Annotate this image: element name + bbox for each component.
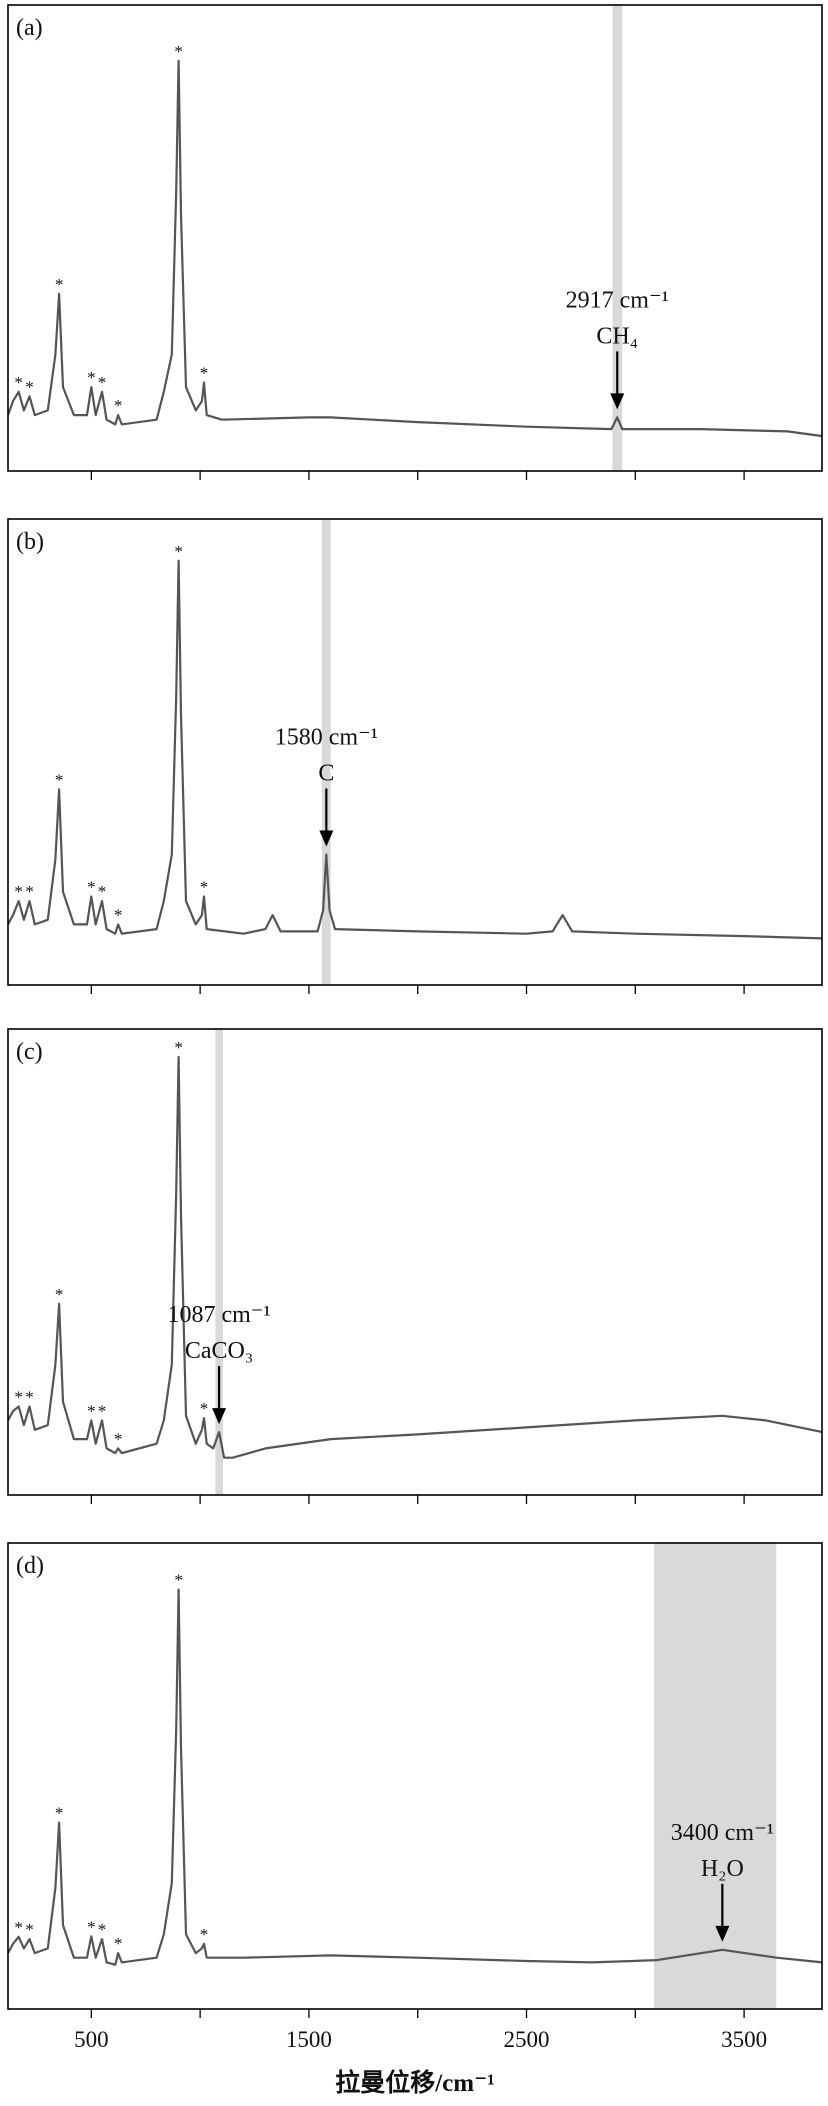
x-axis-label: 拉曼位移/cm⁻¹ <box>335 2068 495 2097</box>
peak-marker: * <box>14 1918 23 1937</box>
panel-label: (c) <box>16 1039 43 1065</box>
panel-label: (b) <box>16 529 44 555</box>
spectrum-line <box>7 1055 823 1459</box>
panel-frame <box>7 518 823 986</box>
highlight-band <box>612 5 623 471</box>
peak-marker: * <box>98 1401 107 1420</box>
peak-marker: * <box>14 882 23 901</box>
arrow-head <box>212 1408 227 1425</box>
peak-marker: * <box>200 1399 209 1418</box>
peak-marker: * <box>87 1401 96 1420</box>
spectrum-line <box>7 1588 823 1966</box>
peak-marker: * <box>174 42 183 61</box>
highlight-band <box>321 519 331 985</box>
peak-marker: * <box>114 1934 123 1953</box>
peak-marker: * <box>200 363 209 382</box>
annotation-wavenumber: 2917 cm⁻¹ <box>566 287 669 313</box>
peak-marker: * <box>14 373 23 392</box>
peak-marker: * <box>174 1571 183 1590</box>
annotation-wavenumber: 1580 cm⁻¹ <box>275 725 378 751</box>
peak-marker: * <box>114 396 123 415</box>
peak-marker: * <box>55 1285 64 1304</box>
panel-frame <box>7 1028 823 1496</box>
peak-marker: * <box>87 1917 96 1936</box>
annotation-wavenumber: 1087 cm⁻¹ <box>167 1302 270 1328</box>
panel-frame <box>7 4 823 472</box>
peak-marker: * <box>98 1920 107 1939</box>
annotation-species: C <box>318 761 334 787</box>
peak-marker: * <box>25 377 34 396</box>
annotation-wavenumber: 3400 cm⁻¹ <box>671 1820 774 1846</box>
peak-marker: * <box>200 877 209 896</box>
peak-marker: * <box>55 1804 64 1823</box>
peak-marker: * <box>25 882 34 901</box>
x-tick-label: 500 <box>74 2027 109 2052</box>
annotation-species: CaCO₃ <box>185 1338 253 1364</box>
x-tick-label: 3500 <box>721 2027 767 2052</box>
peak-marker: * <box>14 1387 23 1406</box>
highlight-band <box>654 1543 777 2009</box>
peak-marker: * <box>114 905 123 924</box>
panel-label: (d) <box>16 1553 44 1579</box>
arrow-head <box>319 830 334 847</box>
peak-marker: * <box>174 542 183 561</box>
panel-frame <box>7 1542 823 2010</box>
highlight-band <box>215 1029 223 1495</box>
arrow-head <box>715 1925 730 1942</box>
peak-marker: * <box>87 368 96 387</box>
peak-marker: * <box>55 770 64 789</box>
peak-marker: * <box>87 877 96 896</box>
spectrum-line <box>7 559 823 940</box>
peak-marker: * <box>25 1387 34 1406</box>
peak-marker: * <box>55 275 64 294</box>
peak-marker: * <box>25 1920 34 1939</box>
panel-label: (a) <box>16 15 43 41</box>
peak-marker: * <box>98 882 107 901</box>
annotation-species: H₂O <box>701 1856 744 1882</box>
arrow-head <box>610 393 625 410</box>
peak-marker: * <box>114 1429 123 1448</box>
x-tick-label: 2500 <box>504 2027 550 2052</box>
annotation-species: CH₄ <box>596 323 638 349</box>
peak-marker: * <box>200 1925 209 1944</box>
x-tick-label: 1500 <box>286 2027 332 2052</box>
spectrum-line <box>6 59 823 438</box>
peak-marker: * <box>174 1038 183 1057</box>
peak-marker: * <box>98 373 107 392</box>
